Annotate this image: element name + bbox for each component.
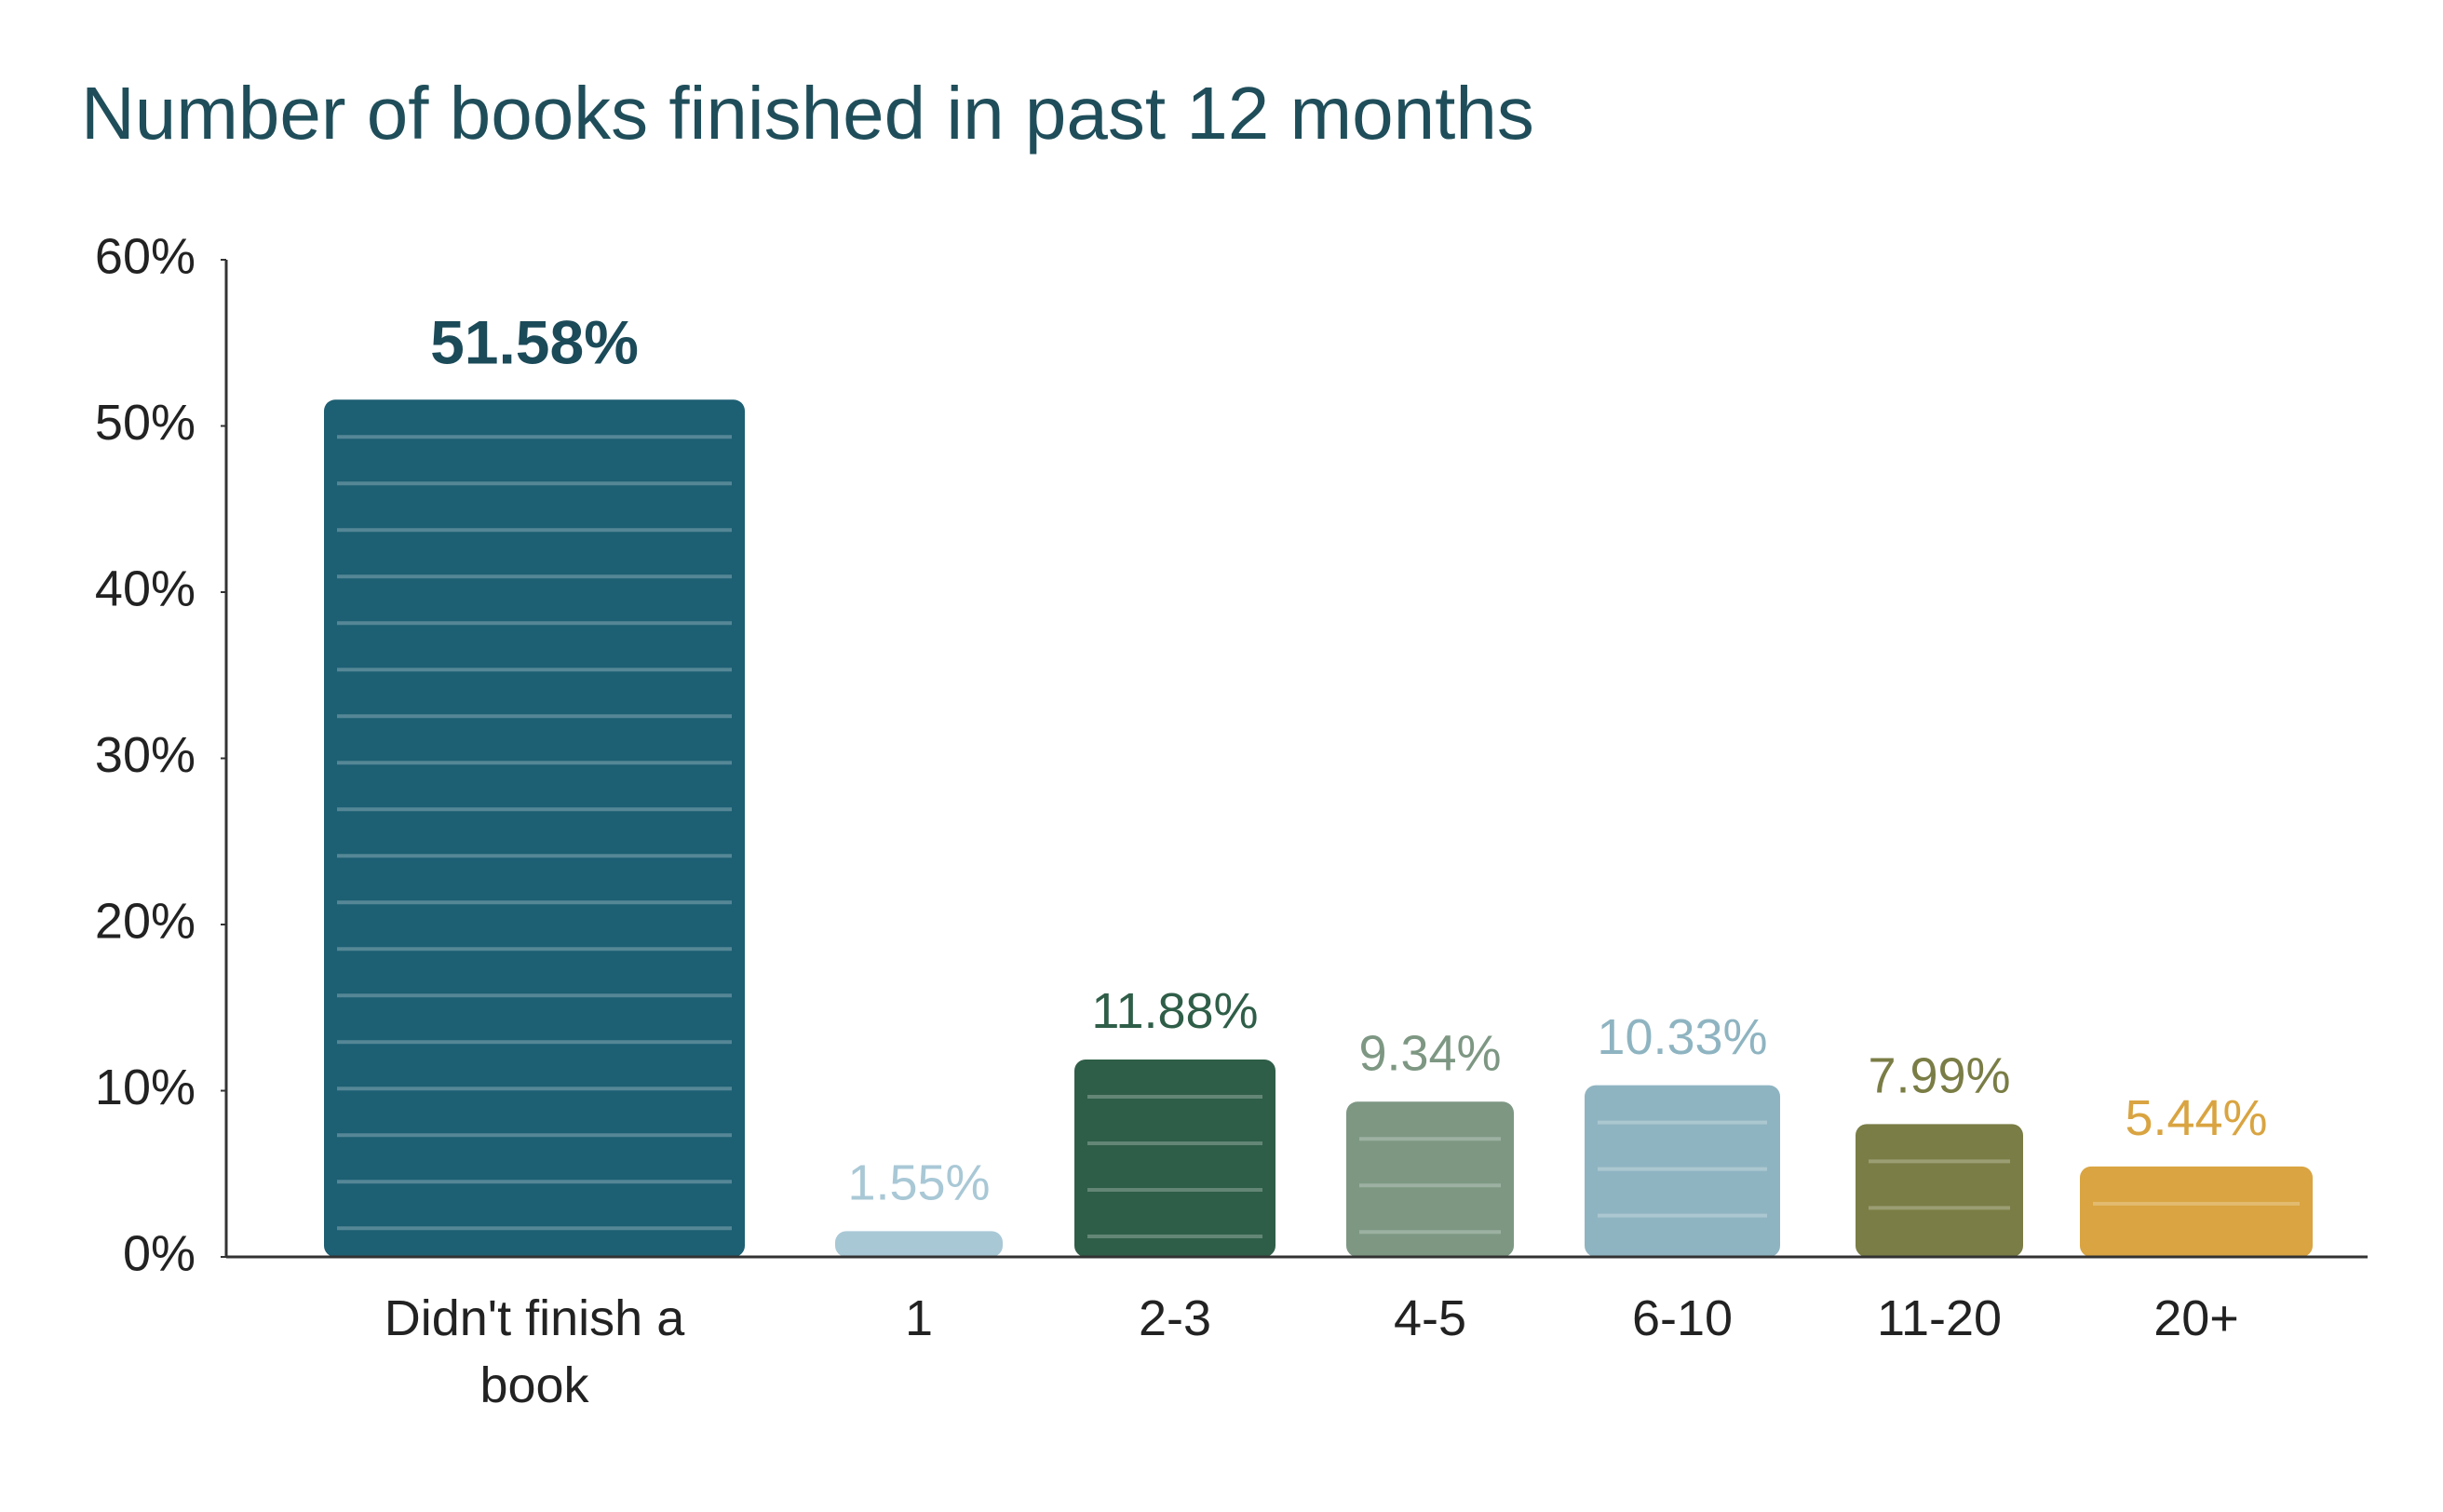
y-tick-label: 10% [95, 1060, 196, 1115]
bar [324, 399, 745, 1257]
x-tick-label: Didn't finish a book [384, 1290, 685, 1413]
bar [1585, 1085, 1780, 1257]
value-label: 7.99% [1868, 1048, 2010, 1104]
value-label: 51.58% [430, 308, 639, 377]
y-tick-label: 0% [123, 1225, 196, 1281]
x-tick-label: 11-20 [1876, 1290, 2003, 1346]
x-tick-label: 1 [904, 1290, 934, 1346]
y-tick-label: 30% [95, 727, 196, 783]
x-tick-label: 2-3 [1138, 1290, 1212, 1346]
value-label: 5.44% [2125, 1090, 2267, 1146]
bar [1346, 1101, 1514, 1257]
bar [835, 1231, 1003, 1257]
y-tick-label: 50% [95, 395, 196, 451]
value-label: 11.88% [1091, 983, 1258, 1039]
y-tick-label: 60% [95, 228, 196, 284]
bar [2080, 1166, 2313, 1257]
y-tick-label: 40% [95, 560, 196, 616]
value-label: 9.34% [1358, 1026, 1501, 1082]
value-label: 10.33% [1597, 1009, 1767, 1065]
bar [1856, 1124, 2023, 1257]
x-tick-label: 4-5 [1393, 1290, 1467, 1346]
x-tick-label: 6-10 [1631, 1290, 1734, 1346]
chart-title: Number of books finished in past 12 mont… [81, 72, 1534, 155]
y-tick-label: 20% [95, 893, 196, 949]
x-tick-label: 20+ [2153, 1290, 2239, 1346]
bar [1074, 1059, 1275, 1257]
value-label: 1.55% [847, 1155, 990, 1211]
